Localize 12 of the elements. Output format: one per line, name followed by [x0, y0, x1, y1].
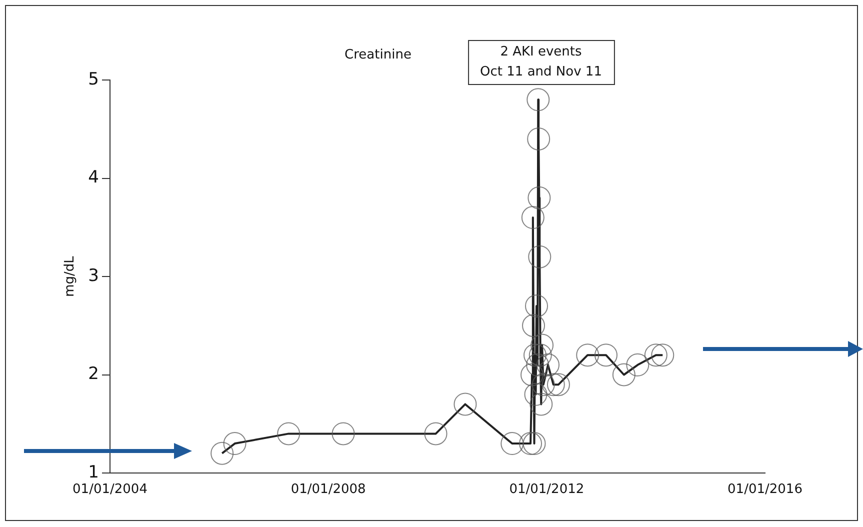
x-tick-label: 01/01/2012	[509, 482, 584, 498]
y-tick-label: 3	[88, 266, 99, 286]
text: 2 AKI events Oct 11 and Nov 11	[480, 44, 602, 80]
x-tick-label: 01/01/2004	[72, 482, 148, 498]
y-tick-label: 1	[88, 462, 99, 482]
x-tick-label: 01/01/2016	[728, 482, 802, 498]
y-tick-label: 4	[88, 168, 99, 188]
x-tick-label: 01/01/2008	[290, 482, 366, 498]
y-tick-label: 2	[88, 364, 99, 384]
y-axis-title: mg/dL	[62, 255, 78, 297]
chart-title: Creatinine	[344, 47, 412, 62]
y-tick-label: 5	[88, 69, 99, 90]
